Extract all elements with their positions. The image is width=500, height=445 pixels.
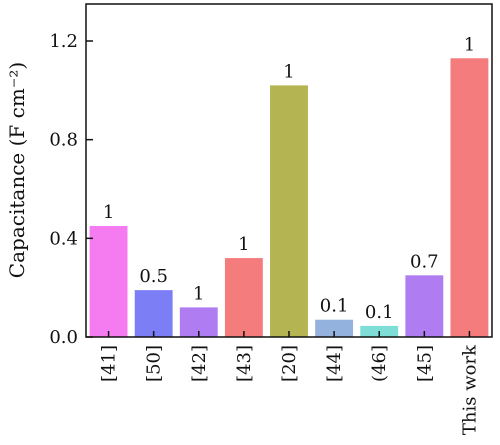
y-tick-label: 0.8	[49, 130, 78, 151]
bar	[270, 85, 308, 338]
x-tick-label: [45]	[414, 345, 435, 382]
x-tick-label: (46]	[369, 345, 390, 382]
bar	[405, 275, 444, 337]
bar-value-label: 1	[193, 283, 204, 304]
y-tick-label: 0.0	[49, 327, 78, 348]
bar-value-label: 1	[464, 34, 475, 55]
x-axis: [41] [50] [42] [43] [20] [44] (46] [45] This wor…	[99, 331, 480, 435]
bar	[134, 290, 173, 337]
bar-value-label: 0.1	[365, 302, 394, 323]
y-tick-label: 0.4	[49, 228, 78, 249]
y-tick-label: 1.2	[49, 31, 78, 52]
y-axis: 0.0 0.4 0.8 1.2	[49, 31, 93, 348]
bar-value-label: 0.7	[410, 251, 439, 272]
bar-value-label: 1	[283, 61, 294, 82]
bar	[89, 226, 128, 337]
bar	[224, 258, 263, 337]
x-tick-label: [20]	[279, 345, 300, 382]
x-tick-label: [50]	[144, 345, 165, 382]
bar-value-label: 0.5	[139, 266, 168, 287]
x-tick-label: This work	[459, 344, 480, 435]
bars-layer	[89, 58, 489, 338]
bar-value-label: 0.1	[320, 296, 349, 317]
x-tick-label: [41]	[99, 345, 120, 382]
x-tick-label: [42]	[189, 345, 210, 382]
x-tick-label: [43]	[234, 345, 255, 382]
x-tick-label: [44]	[324, 345, 345, 382]
bar	[315, 319, 354, 337]
bar	[450, 58, 489, 338]
bar-value-label: 1	[103, 202, 114, 223]
bar-value-label: 1	[238, 234, 249, 255]
y-axis-title: Capacitance (F cm⁻²)	[5, 62, 29, 278]
bar-labels-layer: 1 0.5 1 1 1 0.1 0.1 0.7 1	[103, 34, 475, 323]
